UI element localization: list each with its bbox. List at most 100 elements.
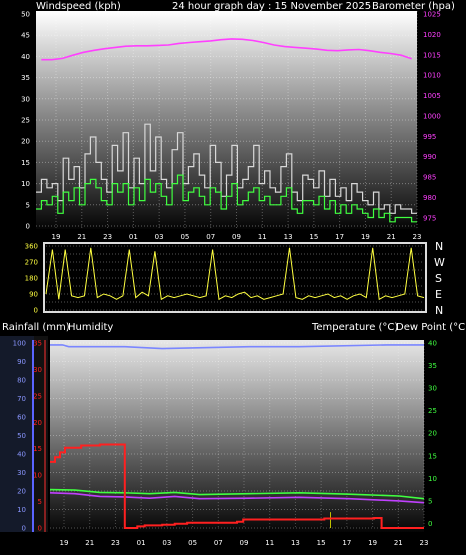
- wind-y-axis-ticks: 0 5 10 15 20 25 30 35 40 45 50: [21, 11, 30, 231]
- y-tick-label: 0: [26, 223, 30, 231]
- y-tick-label: 30: [17, 469, 26, 477]
- y-tick-label: 15: [428, 452, 437, 460]
- x-tick-label: 03: [162, 539, 171, 547]
- y-tick-label: 20: [17, 488, 26, 496]
- compass-letter: W: [434, 256, 445, 269]
- y-tick-label: 1000: [423, 112, 441, 120]
- y-tick-label: 40: [21, 53, 30, 61]
- x-tick-label: 21: [394, 539, 403, 547]
- y-tick-label: 15: [33, 445, 42, 453]
- y-tick-label: 985: [423, 174, 436, 182]
- humidity-y-axis-ticks: 0 10 20 30 40 50 60 70 80 90 100: [13, 340, 26, 533]
- y-tick-label: 5: [38, 498, 42, 506]
- y-tick-label: 0: [428, 520, 432, 528]
- x-tick-label: 03: [155, 233, 164, 241]
- y-tick-label: 10: [428, 475, 437, 483]
- y-tick-label: 10: [21, 180, 30, 188]
- y-tick-label: 70: [17, 395, 26, 403]
- x-tick-label: 19: [361, 233, 370, 241]
- series-line: [36, 174, 417, 223]
- barometer-axis-title: Barometer (hpa): [372, 1, 455, 12]
- y-tick-label: 1025: [423, 11, 441, 19]
- temperature-gridlines: [50, 342, 425, 529]
- y-tick-label: 80: [17, 377, 26, 385]
- y-tick-label: 0: [22, 525, 26, 533]
- x-tick-label: 01: [129, 233, 138, 241]
- y-tick-label: 25: [21, 117, 30, 125]
- y-tick-label: 5: [428, 497, 432, 505]
- temperature-x-axis-ticks: 19 21 23 01 03 05 07 09 11 13 15 17 19 21 23: [60, 539, 429, 547]
- y-tick-label: 5: [26, 201, 30, 209]
- x-tick-label: 11: [258, 233, 267, 241]
- y-tick-label: 50: [21, 11, 30, 19]
- x-tick-label: 13: [284, 233, 293, 241]
- x-tick-label: 13: [291, 539, 300, 547]
- x-tick-label: 05: [180, 233, 189, 241]
- direction-series: [45, 247, 425, 301]
- y-tick-label: 990: [423, 153, 436, 161]
- series-line: [50, 344, 424, 350]
- rainfall-axis-title: Rainfall (mm): [2, 322, 70, 333]
- y-tick-label: 1010: [423, 72, 441, 80]
- x-tick-label: 17: [335, 233, 344, 241]
- compass-letter: E: [435, 288, 442, 301]
- y-tick-label: 30: [21, 95, 30, 103]
- compass-letter: N: [435, 304, 443, 317]
- y-tick-label: 180: [25, 275, 38, 283]
- series-line: [50, 443, 424, 529]
- y-tick-label: 30: [33, 366, 42, 374]
- x-tick-label: 07: [214, 539, 223, 547]
- x-tick-label: 01: [137, 539, 146, 547]
- compass-letter: S: [435, 272, 442, 285]
- y-tick-label: 60: [17, 414, 26, 422]
- x-tick-label: 23: [420, 539, 429, 547]
- y-tick-label: 980: [423, 194, 436, 202]
- x-tick-label: 09: [240, 539, 249, 547]
- y-tick-label: 270: [25, 259, 38, 267]
- y-tick-label: 995: [423, 133, 436, 141]
- x-tick-label: 21: [85, 539, 94, 547]
- y-tick-label: 30: [428, 385, 437, 393]
- y-tick-label: 25: [33, 392, 42, 400]
- series-line: [41, 38, 412, 61]
- y-tick-label: 10: [33, 472, 42, 480]
- x-tick-label: 19: [60, 539, 69, 547]
- y-tick-label: 35: [21, 74, 30, 82]
- wind-x-axis-ticks: 19 21 23 01 03 05 07 09 11 13 15 17 19 21 23: [52, 233, 422, 241]
- y-tick-label: 10: [17, 506, 26, 514]
- x-tick-label: 15: [309, 233, 318, 241]
- direction-gridlines: [46, 245, 424, 311]
- temperature-axis-title: Temperature (°C): [311, 322, 398, 333]
- y-tick-label: 20: [21, 138, 30, 146]
- y-tick-label: 90: [29, 291, 38, 299]
- x-tick-label: 21: [387, 233, 396, 241]
- y-tick-label: 40: [17, 451, 26, 459]
- x-tick-label: 17: [342, 539, 351, 547]
- humidity-axis-bar: [0, 336, 34, 532]
- temperature-series: [49, 344, 425, 529]
- y-tick-label: 0: [38, 525, 42, 533]
- x-tick-label: 11: [265, 539, 274, 547]
- graph-title: 24 hour graph day : 15 November 2025: [172, 1, 371, 12]
- x-tick-label: 21: [77, 233, 86, 241]
- humidity-axis-title: Humidity: [68, 322, 113, 333]
- y-tick-label: 35: [33, 340, 42, 348]
- series-line: [45, 247, 425, 301]
- y-tick-label: 0: [34, 307, 38, 315]
- direction-y-axis-ticks: 0 90 180 270 360: [25, 243, 38, 315]
- y-tick-label: 45: [21, 32, 30, 40]
- y-tick-label: 25: [428, 407, 437, 415]
- x-tick-label: 15: [317, 539, 326, 547]
- compass-letter: N: [435, 240, 443, 253]
- temperature-y-axis-ticks: 0 5 10 15 20 25 30 35 40: [428, 340, 437, 528]
- y-tick-label: 100: [13, 340, 26, 348]
- y-tick-label: 975: [423, 214, 436, 222]
- y-tick-label: 1015: [423, 51, 441, 59]
- y-tick-label: 35: [428, 362, 437, 370]
- wind-series: [36, 38, 417, 223]
- x-tick-label: 23: [413, 233, 422, 241]
- x-tick-label: 19: [368, 539, 377, 547]
- series-line: [49, 492, 425, 504]
- wind-axis-title: Windspeed (kph): [36, 1, 121, 12]
